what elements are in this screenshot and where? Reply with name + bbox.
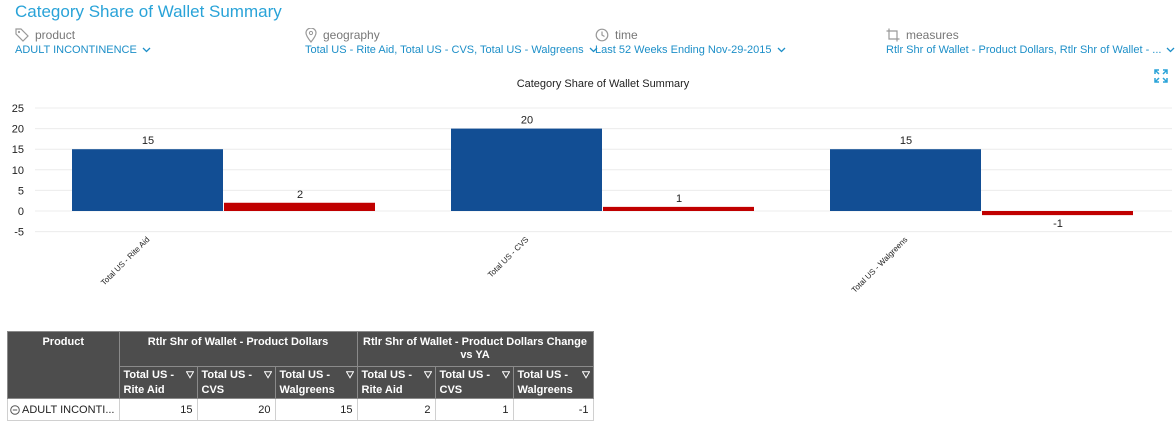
bar[interactable] — [982, 211, 1133, 216]
time-filter-label: time — [615, 28, 638, 42]
time-filter-value[interactable]: Last 52 Weeks Ending Nov-29-2015 — [595, 44, 772, 56]
product-filter-value[interactable]: ADULT INCONTINENCE — [15, 44, 137, 56]
bar[interactable] — [451, 128, 602, 211]
bar[interactable] — [224, 202, 375, 211]
x-tick-label: Total US - CVS — [486, 235, 530, 279]
row-label: ADULT INCONTI... — [22, 403, 115, 416]
bars — [72, 128, 1133, 216]
data-label: 2 — [297, 189, 303, 201]
group-header-change: Rtlr Shr of Wallet - Product Dollars Cha… — [356, 331, 594, 367]
y-tick-label: 5 — [18, 185, 24, 197]
filter-icon[interactable] — [501, 371, 510, 379]
group-header-dollars: Rtlr Shr of Wallet - Product Dollars — [118, 331, 358, 367]
bar-chart: Category Share of Wallet Summary -5 0 5 10 1… — [12, 78, 1172, 295]
table-row: ADULT INCONTI... 15 20 15 2 1 -1 — [7, 398, 594, 421]
map-pin-icon — [305, 27, 317, 43]
filter-icon[interactable] — [345, 371, 354, 379]
y-tick-label: 10 — [12, 165, 24, 177]
product-filter-label: product — [35, 28, 76, 42]
chevron-down-icon[interactable] — [777, 47, 786, 53]
bar[interactable] — [830, 149, 981, 211]
column-header[interactable]: Total US - Walgreens — [512, 366, 594, 399]
expand-icon[interactable] — [1154, 69, 1168, 83]
geography-filter-value[interactable]: Total US - Rite Aid, Total US - CVS, Tot… — [305, 44, 584, 56]
tag-icon — [15, 28, 29, 42]
y-tick-label: 15 — [12, 144, 24, 156]
table-cell: -1 — [512, 398, 594, 421]
data-label: 15 — [142, 135, 154, 147]
table-cell: 2 — [356, 398, 436, 421]
column-header[interactable]: Total US - Rite Aid — [118, 366, 198, 399]
chevron-down-icon[interactable] — [142, 47, 151, 53]
column-header[interactable]: Total US - CVS — [434, 366, 514, 399]
column-header-label: Total US - CVS — [439, 368, 491, 396]
x-axis: Total US - Rite Aid Total US - CVS Total U… — [99, 235, 909, 295]
time-filter[interactable]: time Last 52 Weeks Ending Nov-29-2015 — [595, 27, 786, 56]
y-tick-label: -5 — [14, 227, 24, 239]
table-cell: 1 — [434, 398, 514, 421]
table-cell: 15 — [274, 398, 358, 421]
filter-icon[interactable] — [581, 371, 590, 379]
x-tick-label: Total US - Rite Aid — [99, 235, 151, 287]
data-table: Product Rtlr Shr of Wallet - Product Dol… — [7, 331, 594, 421]
column-header[interactable]: Total US - Walgreens — [274, 366, 358, 399]
column-header-label: Total US - Walgreens — [279, 368, 335, 396]
column-header-label: Total US - Rite Aid — [361, 368, 413, 396]
measures-filter-value[interactable]: Rtlr Shr of Wallet - Product Dollars, Rt… — [886, 44, 1162, 56]
page-title: Category Share of Wallet Summary — [15, 2, 282, 21]
data-label: -1 — [1053, 218, 1063, 230]
column-header-label: Total US - Rite Aid — [123, 368, 175, 396]
geography-filter[interactable]: geography Total US - Rite Aid, Total US … — [305, 27, 598, 56]
product-column-header[interactable]: Product — [7, 331, 120, 399]
column-header-label: Total US - Walgreens — [517, 368, 573, 396]
y-tick-label: 0 — [18, 206, 24, 218]
crop-icon — [886, 28, 900, 42]
y-tick-label: 25 — [12, 103, 24, 115]
y-tick-label: 20 — [12, 124, 24, 136]
filter-icon[interactable] — [423, 371, 432, 379]
column-header[interactable]: Total US - CVS — [196, 366, 276, 399]
column-header-label: Total US - CVS — [201, 368, 253, 396]
filter-icon[interactable] — [263, 371, 272, 379]
measures-filter-label: measures — [906, 28, 959, 42]
table-cell: 15 — [118, 398, 198, 421]
chevron-down-icon[interactable] — [589, 47, 598, 53]
table-cell: 20 — [196, 398, 276, 421]
chevron-down-icon[interactable] — [1166, 47, 1175, 53]
filter-icon[interactable] — [185, 371, 194, 379]
data-label: 20 — [521, 115, 533, 127]
row-header[interactable]: ADULT INCONTI... — [7, 398, 120, 421]
data-labels: 15 2 20 1 15 -1 — [142, 115, 1063, 231]
column-header[interactable]: Total US - Rite Aid — [356, 366, 436, 399]
x-tick-label: Total US - Walgreens — [850, 235, 910, 295]
grid-lines — [35, 107, 1172, 233]
geography-filter-label: geography — [323, 28, 380, 42]
y-axis: -5 0 5 10 15 20 25 — [12, 103, 24, 239]
clock-icon — [595, 28, 609, 42]
measures-filter[interactable]: measures Rtlr Shr of Wallet - Product Do… — [886, 27, 1175, 56]
bar[interactable] — [72, 149, 223, 211]
product-filter[interactable]: product ADULT INCONTINENCE — [15, 27, 151, 56]
data-label: 15 — [900, 135, 912, 147]
collapse-icon[interactable] — [10, 404, 20, 415]
chart-title: Category Share of Wallet Summary — [517, 78, 690, 90]
data-label: 1 — [676, 193, 682, 205]
bar[interactable] — [603, 206, 754, 211]
